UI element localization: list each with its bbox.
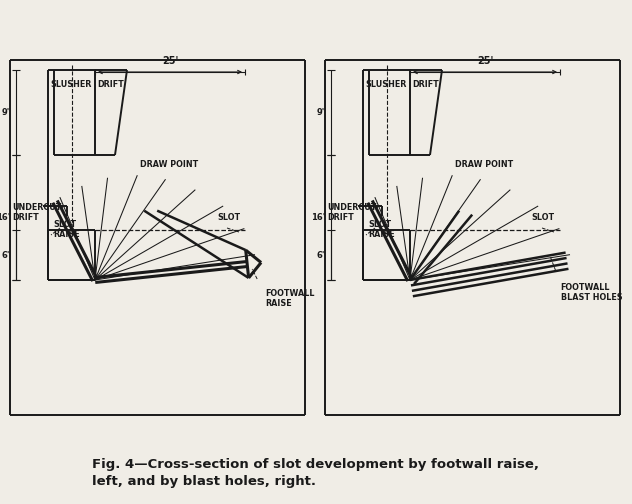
Text: FOOTWALL
BLAST HOLES: FOOTWALL BLAST HOLES — [561, 283, 623, 302]
Text: DRIFT: DRIFT — [412, 80, 439, 89]
Text: FOOTWALL
RAISE: FOOTWALL RAISE — [265, 289, 315, 308]
Text: SLOT
RAISE: SLOT RAISE — [368, 220, 394, 239]
Text: 25': 25' — [477, 56, 493, 66]
Text: 25': 25' — [162, 56, 178, 66]
Text: 16': 16' — [311, 213, 325, 222]
Text: SLUSHER: SLUSHER — [365, 80, 406, 89]
Text: SLOT
RAISE: SLOT RAISE — [53, 220, 80, 239]
Text: 9': 9' — [2, 108, 10, 117]
Text: 6': 6' — [317, 250, 325, 260]
Text: UNDERCUT
DRIFT: UNDERCUT DRIFT — [12, 203, 61, 222]
Text: UNDERCUT
DRIFT: UNDERCUT DRIFT — [327, 203, 377, 222]
Text: DRAW POINT: DRAW POINT — [140, 160, 198, 169]
Text: SLOT: SLOT — [532, 213, 555, 222]
Text: 16': 16' — [0, 213, 10, 222]
Text: DRIFT: DRIFT — [97, 80, 124, 89]
Text: Fig. 4—Cross-section of slot development by footwall raise,
left, and by blast h: Fig. 4—Cross-section of slot development… — [92, 458, 540, 488]
Text: DRAW POINT: DRAW POINT — [455, 160, 513, 169]
Text: 9': 9' — [317, 108, 325, 117]
Text: 6': 6' — [2, 250, 10, 260]
Text: SLOT: SLOT — [217, 213, 240, 222]
Text: SLUSHER: SLUSHER — [50, 80, 92, 89]
